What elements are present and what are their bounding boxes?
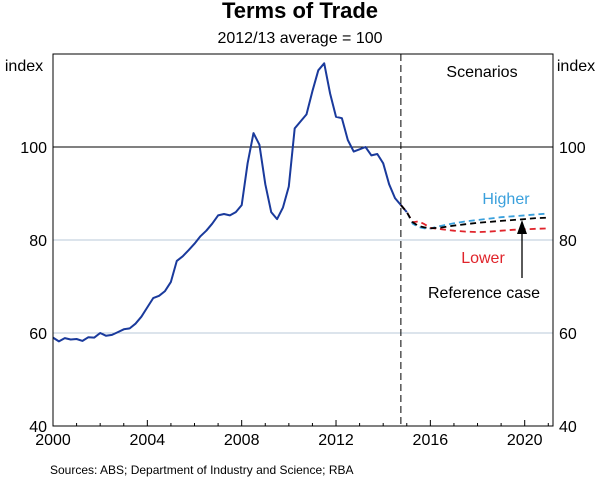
- series-line-reference-case: [400, 204, 549, 230]
- chart-source: Sources: ABS; Department of Industry and…: [50, 463, 354, 477]
- scenarios-label: Scenarios: [446, 64, 517, 81]
- y-tick-label-left-60: 60: [29, 326, 47, 343]
- gridlines: [53, 146, 553, 334]
- lower-label: Lower: [461, 250, 505, 267]
- series-line-higher: [400, 204, 549, 230]
- y-tick-label-right-60: 60: [559, 326, 577, 343]
- y-tick-label-left-100: 100: [20, 140, 47, 157]
- chart-subtitle: 2012/13 average = 100: [217, 30, 382, 47]
- reference-case-label: Reference case: [428, 285, 540, 302]
- chart-title: Terms of Trade: [222, 0, 378, 23]
- higher-label: Higher: [482, 191, 530, 208]
- x-tick-label-2000: 2000: [35, 432, 71, 449]
- y-axis-unit-right: index: [557, 58, 595, 75]
- series-line-terms-of-trade: [52, 62, 408, 343]
- x-tick-label-2020: 2020: [507, 432, 543, 449]
- y-tick-label-right-100: 100: [559, 140, 586, 157]
- y-tick-label-left-40: 40: [29, 419, 47, 436]
- y-tick-label-right-40: 40: [559, 419, 577, 436]
- y-tick-label-right-80: 80: [559, 233, 577, 250]
- y-tick-label-left-80: 80: [29, 233, 47, 250]
- series-layer: [52, 62, 549, 343]
- plot-frame: [52, 53, 554, 427]
- series-line-lower: [400, 204, 549, 234]
- y-axis-unit-left: index: [5, 58, 43, 75]
- reference-arrow-head: [517, 220, 527, 234]
- x-tick-label-2008: 2008: [224, 432, 260, 449]
- x-tick-label-2012: 2012: [318, 432, 354, 449]
- axis-ticks: 2000 2004 2008 2012 2016 2020 40 40 60 60 80 80 100 1…: [20, 140, 586, 449]
- x-tick-label-2004: 2004: [130, 432, 166, 449]
- x-tick-label-2016: 2016: [413, 432, 449, 449]
